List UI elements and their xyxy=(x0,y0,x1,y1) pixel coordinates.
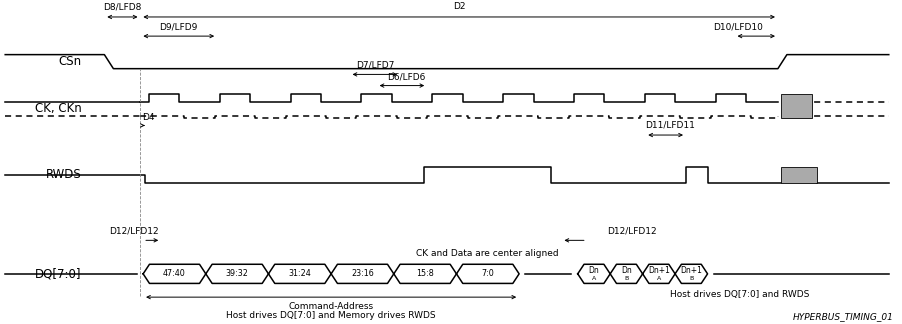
Text: CK and Data are center aligned: CK and Data are center aligned xyxy=(416,249,558,258)
Text: Dn: Dn xyxy=(588,266,599,275)
Text: B: B xyxy=(623,276,628,281)
Text: A: A xyxy=(591,276,595,281)
Text: B: B xyxy=(688,276,693,281)
Text: DQ[7:0]: DQ[7:0] xyxy=(35,267,82,280)
Text: D4: D4 xyxy=(143,113,154,122)
Text: D7/LFD7: D7/LFD7 xyxy=(355,60,393,69)
Text: Dn: Dn xyxy=(621,266,631,275)
Text: D9/LFD9: D9/LFD9 xyxy=(160,22,198,31)
Text: HYPERBUS_TIMING_01: HYPERBUS_TIMING_01 xyxy=(792,312,892,321)
Text: Host drives DQ[7:0] and RWDS: Host drives DQ[7:0] and RWDS xyxy=(669,290,809,299)
Text: 7:0: 7:0 xyxy=(481,269,493,278)
Text: D12/LFD12: D12/LFD12 xyxy=(109,227,159,236)
Text: Dn+1: Dn+1 xyxy=(648,266,669,275)
Text: D2: D2 xyxy=(453,2,465,11)
Text: 47:40: 47:40 xyxy=(163,269,186,278)
Text: Host drives DQ[7:0] and Memory drives RWDS: Host drives DQ[7:0] and Memory drives RW… xyxy=(226,311,436,320)
Text: CSn: CSn xyxy=(59,55,82,68)
Text: 23:16: 23:16 xyxy=(351,269,373,278)
Bar xyxy=(779,167,815,183)
Text: Command-Address: Command-Address xyxy=(289,302,373,311)
Text: 15:8: 15:8 xyxy=(416,269,434,278)
Text: 31:24: 31:24 xyxy=(288,269,311,278)
Text: 39:32: 39:32 xyxy=(226,269,248,278)
Text: Dn+1: Dn+1 xyxy=(679,266,702,275)
Text: D10/LFD10: D10/LFD10 xyxy=(713,22,762,31)
Bar xyxy=(779,94,811,118)
Text: D6/LFD6: D6/LFD6 xyxy=(387,72,425,81)
Text: RWDS: RWDS xyxy=(46,168,82,181)
Text: D8/LFD8: D8/LFD8 xyxy=(103,2,142,11)
Text: D12/LFD12: D12/LFD12 xyxy=(606,227,656,236)
Text: CK, CKn: CK, CKn xyxy=(35,102,82,115)
Text: A: A xyxy=(656,276,660,281)
Text: D11/LFD11: D11/LFD11 xyxy=(644,121,694,130)
